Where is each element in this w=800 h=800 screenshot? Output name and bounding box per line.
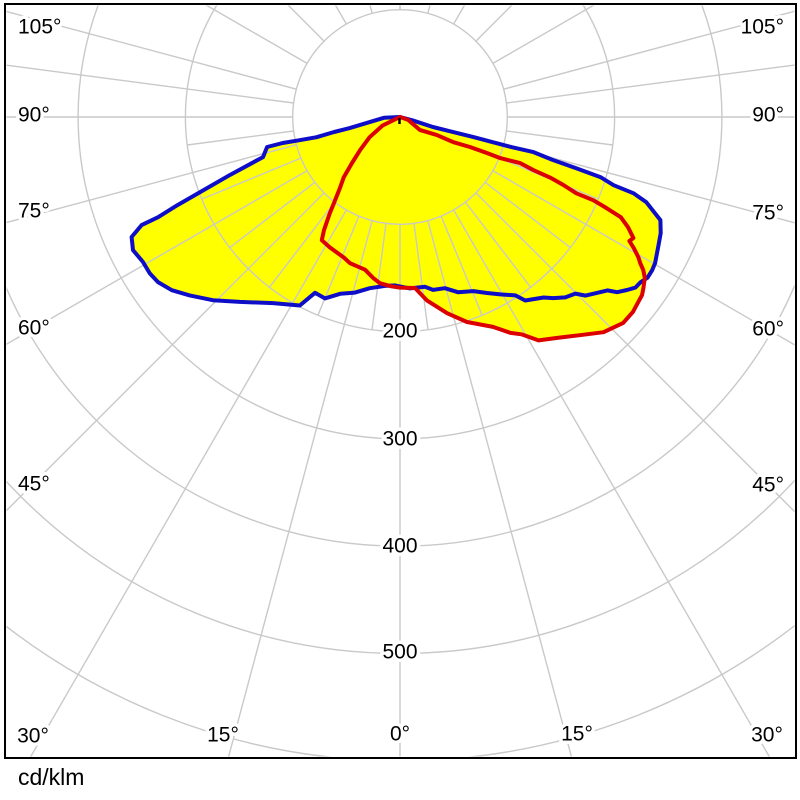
angle-label-left: 45° <box>18 473 50 496</box>
grid-spoke <box>503 144 795 224</box>
grid-spoke <box>492 170 795 346</box>
angle-label-right: 105° <box>741 16 784 39</box>
angle-label-right: 90° <box>752 104 784 127</box>
grid-spoke <box>506 130 613 146</box>
grid-spoke <box>484 181 571 249</box>
grid-spoke <box>503 10 795 90</box>
angle-label-left: 105° <box>18 16 61 39</box>
radius-label: 300 <box>382 428 417 451</box>
angle-label-left: 75° <box>18 200 50 223</box>
intensity-fill <box>131 117 661 341</box>
grid-spoke <box>427 220 573 757</box>
curves <box>129 115 663 343</box>
angle-label-right: 75° <box>752 202 784 225</box>
grid-spoke <box>475 192 795 513</box>
angle-label-left: 90° <box>18 104 50 127</box>
curve-red-fill <box>321 117 645 341</box>
curve-red <box>319 115 647 343</box>
angle-label-left: 60° <box>18 317 50 340</box>
angle-label-bottom: 0° <box>390 723 410 746</box>
angle-label-bottom: 30° <box>751 724 783 747</box>
grid-spoke <box>6 64 294 104</box>
grid-spoke <box>506 64 795 104</box>
angle-label-right: 45° <box>752 474 784 497</box>
grid-spoke <box>29 209 348 757</box>
curve-blue <box>129 115 663 308</box>
grid-spoke <box>6 144 297 224</box>
grid-spoke <box>440 215 483 316</box>
grid-spoke <box>268 201 336 288</box>
grid-spoke <box>6 192 325 512</box>
chart-frame <box>4 3 797 759</box>
grid-spoke <box>413 223 429 330</box>
angle-label-bottom: 15° <box>561 723 593 746</box>
unit-label: cd/klm <box>18 764 85 790</box>
grid-spoke <box>201 157 302 200</box>
angle-label-right: 60° <box>752 318 784 341</box>
radius-label: 500 <box>382 641 417 664</box>
labels: 105° 90° 75° 60° 45° 105° 90° 75° 60° 45° 30° 15° 0°… <box>14 12 788 751</box>
grid-spoke <box>187 130 294 146</box>
grid-spoke <box>229 181 316 249</box>
grid-spoke <box>452 209 771 757</box>
grid-spoke <box>6 170 308 346</box>
radius-label: 200 <box>382 320 417 343</box>
angle-label-bottom: 15° <box>207 724 239 747</box>
angle-label-bottom: 30° <box>17 725 49 748</box>
radius-label: 400 <box>382 535 417 558</box>
grid-spoke <box>227 220 373 757</box>
grid-spoke <box>464 201 532 288</box>
grid-spoke <box>371 223 387 330</box>
grid-spoke <box>6 10 297 90</box>
